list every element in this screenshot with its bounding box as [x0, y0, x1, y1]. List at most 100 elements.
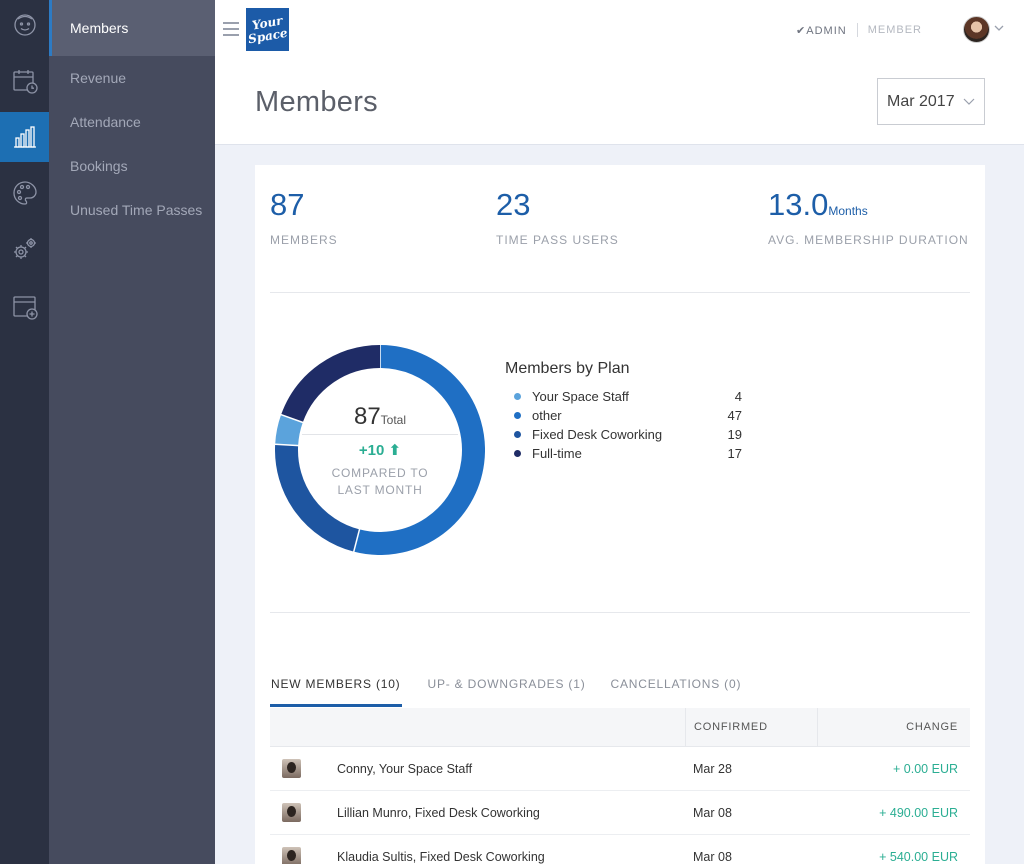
member-name: Lillian Munro, Fixed Desk Coworking	[337, 805, 540, 820]
rail-item-profile[interactable]	[0, 0, 49, 50]
member-change: + 0.00 EUR	[893, 761, 958, 776]
donut-divider	[302, 434, 458, 435]
face-icon	[13, 14, 36, 36]
stat-members-label: MEMBERS	[270, 233, 338, 247]
rail-item-calendar[interactable]	[0, 56, 49, 106]
tab-new-members[interactable]: NEW MEMBERS (10)	[270, 665, 403, 707]
hamburger-menu-icon[interactable]	[223, 22, 239, 36]
legend-label: Full-time	[532, 446, 582, 461]
donut-slice-fixed-desk-coworking[interactable]	[275, 444, 360, 552]
donut-total: 87Total	[275, 403, 485, 431]
legend-label: other	[532, 408, 562, 423]
page-title: Members	[255, 86, 378, 118]
donut-compare-label: COMPARED TO LAST MONTH	[275, 465, 485, 499]
donut-slice-separator	[279, 413, 304, 424]
subnav-item-label: Attendance	[70, 114, 141, 130]
section-nav: Members Revenue Attendance Bookings Unus…	[49, 0, 215, 864]
bar-chart-icon	[13, 126, 36, 148]
chevron-down-icon[interactable]	[994, 23, 1004, 33]
legend-value: 47	[727, 408, 742, 423]
stat-time-pass-value: 23	[496, 187, 531, 222]
donut-slice-separator	[274, 443, 300, 447]
donut-center: 87Total +10 ⬆ COMPARED TO LAST MONTH	[275, 345, 485, 555]
gears-icon	[13, 238, 36, 259]
table-row[interactable]: Klaudia Sultis, Fixed Desk Coworking Mar…	[270, 835, 970, 864]
chevron-down-icon	[963, 98, 975, 105]
palette-icon	[12, 181, 37, 205]
legend-dot	[514, 431, 521, 438]
member-avatar	[282, 759, 301, 778]
member-name: Conny, Your Space Staff	[337, 761, 473, 776]
rail-item-settings[interactable]	[0, 224, 49, 274]
subnav-item-revenue[interactable]: Revenue	[49, 56, 215, 100]
col-header-confirmed[interactable]: CONFIRMED	[685, 708, 818, 746]
donut-slice-separator	[352, 528, 361, 553]
role-divider	[856, 23, 858, 37]
member-confirmed: Mar 08	[693, 805, 732, 820]
donut-svg	[274, 344, 485, 555]
calendar-clock-icon	[12, 70, 38, 94]
tab-up-downgrades[interactable]: UP- & DOWNGRADES (1)	[427, 677, 586, 691]
member-change: + 540.00 EUR	[879, 849, 958, 864]
table-row[interactable]: Conny, Your Space Staff Mar 28 + 0.00 EU…	[270, 747, 970, 791]
top-bar: Your Space ✔ADMIN MEMBER Members Mar 201…	[215, 0, 1024, 145]
legend-rows: Your Space Staff 4 other 47 Fixed Desk Cowor…	[505, 387, 755, 463]
legend-value: 4	[734, 389, 742, 404]
member-change: + 490.00 EUR	[879, 805, 958, 820]
col-header-change[interactable]: CHANGE	[906, 721, 958, 733]
tab-cancellations[interactable]: CANCELLATIONS (0)	[610, 677, 742, 691]
table-header: CONFIRMED CHANGE	[270, 708, 970, 747]
stat-members: 87 MEMBERS	[270, 187, 338, 247]
divider	[270, 292, 970, 293]
table-row[interactable]: Lillian Munro, Fixed Desk Coworking Mar …	[270, 791, 970, 835]
stat-time-pass-label: TIME PASS USERS	[496, 233, 619, 247]
role-member-link[interactable]: MEMBER	[867, 24, 922, 36]
donut-change-value: +10	[358, 442, 385, 459]
your-space-logo[interactable]: Your Space	[246, 8, 289, 51]
subnav-item-label: Members	[70, 20, 129, 36]
subnav-item-attendance[interactable]: Attendance	[49, 100, 215, 144]
role-admin-link[interactable]: ✔ADMIN	[796, 24, 847, 37]
donut-slice-other[interactable]	[353, 345, 485, 555]
legend-item: Full-time 17	[505, 444, 755, 463]
legend-label: Your Space Staff	[532, 389, 629, 404]
stat-members-value: 87	[270, 187, 305, 222]
subnav-item-members[interactable]: Members	[49, 0, 215, 56]
icon-rail	[0, 0, 49, 864]
stat-duration-unit: Months	[828, 204, 868, 218]
window-add-icon	[12, 296, 38, 320]
legend-label: Fixed Desk Coworking	[532, 427, 663, 442]
legend-title: Members by Plan	[505, 360, 630, 377]
arrow-up-icon: ⬆	[388, 442, 402, 459]
col-header-member	[270, 708, 685, 746]
member-confirmed: Mar 28	[693, 761, 732, 776]
new-members-table: CONFIRMED CHANGE Conny, Your Space Staff…	[270, 708, 970, 864]
members-card: 87 MEMBERS 23 TIME PASS USERS 13.0Months…	[255, 165, 985, 864]
legend-value: 19	[727, 427, 742, 442]
rail-item-add-widget[interactable]	[0, 282, 49, 332]
month-select-value: Mar 2017	[887, 92, 955, 110]
donut-total-value: 87	[353, 403, 381, 430]
donut-compare-line1: COMPARED TO	[331, 466, 429, 480]
chart-legend: Members by Plan Your Space Staff 4 other 47…	[505, 360, 755, 463]
user-avatar[interactable]	[963, 16, 990, 43]
stat-duration-value: 13.0	[768, 187, 829, 222]
month-select[interactable]: Mar 2017	[877, 78, 985, 125]
rail-item-design[interactable]	[0, 168, 49, 218]
stat-time-pass-users: 23 TIME PASS USERS	[496, 187, 619, 247]
donut-compare-line2: LAST MONTH	[337, 483, 423, 497]
role-switch: ✔ADMIN MEMBER	[796, 23, 922, 37]
donut-total-label: Total	[380, 413, 407, 427]
members-donut-chart: 87Total +10 ⬆ COMPARED TO LAST MONTH	[274, 344, 485, 555]
subnav-item-label: Bookings	[70, 158, 128, 174]
legend-item: Your Space Staff 4	[505, 387, 755, 406]
legend-dot	[514, 450, 521, 457]
member-avatar	[282, 847, 301, 864]
subnav-item-bookings[interactable]: Bookings	[49, 144, 215, 188]
legend-item: Fixed Desk Coworking 19	[505, 425, 755, 444]
donut-change: +10 ⬆	[275, 441, 485, 459]
stat-duration-label: AVG. MEMBERSHIP DURATION	[768, 233, 969, 247]
rail-item-analytics[interactable]	[0, 112, 49, 162]
donut-slice-full-time[interactable]	[281, 345, 381, 423]
subnav-item-unused-time-passes[interactable]: Unused Time Passes	[49, 188, 215, 232]
